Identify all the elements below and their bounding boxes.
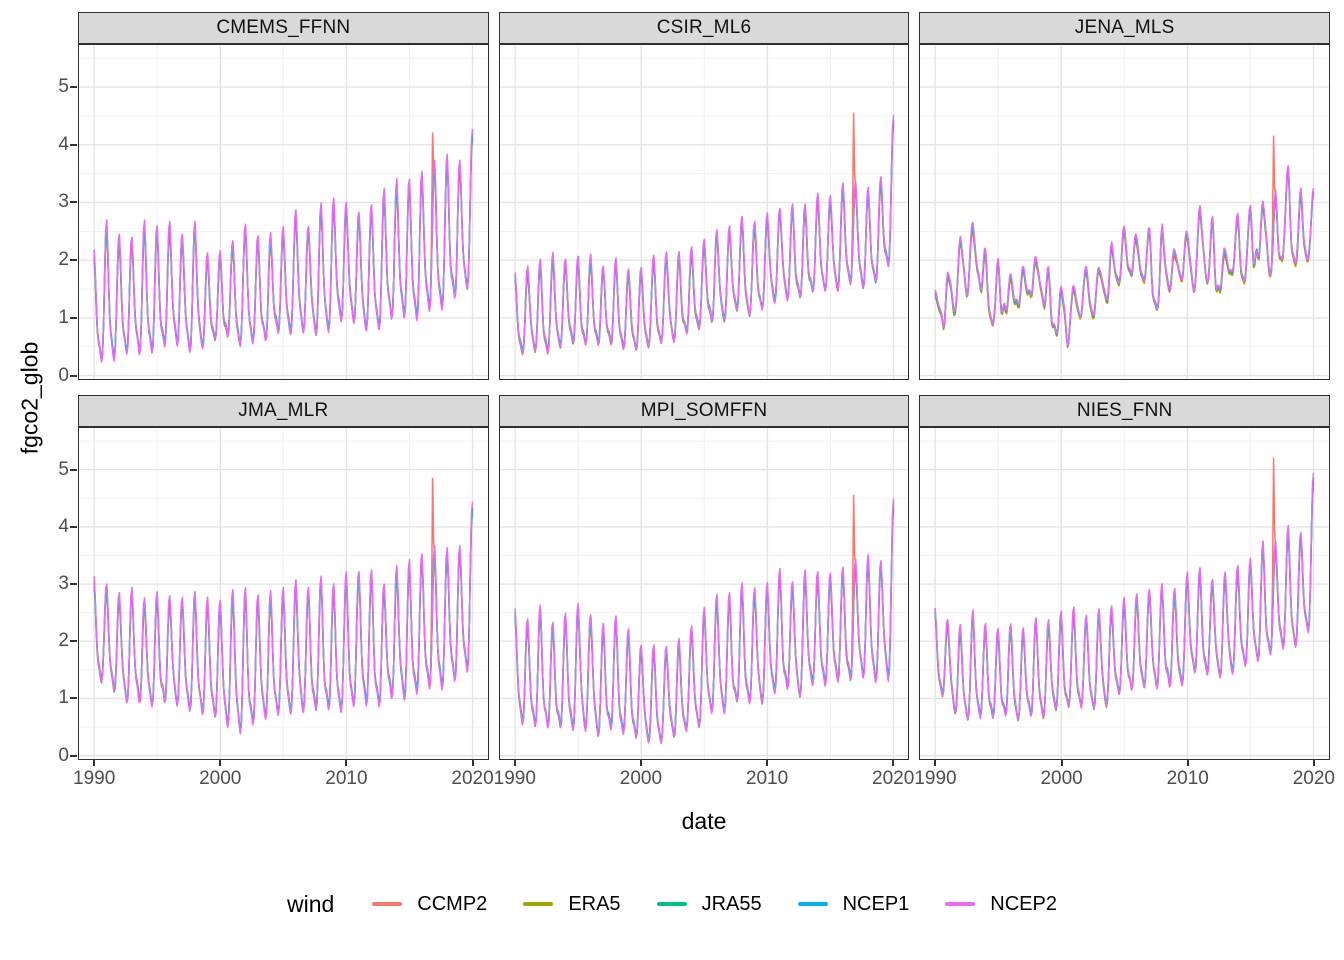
y-axis-title: fgco2_glob — [16, 341, 43, 455]
legend-key-line-ccmp2 — [372, 902, 403, 906]
x-axis-tick-mark — [1186, 759, 1189, 766]
y-axis-tick-label: 0 — [58, 744, 69, 766]
y-axis-tick-label: 3 — [58, 573, 69, 595]
legend-key-line-ncep1 — [797, 902, 828, 906]
series-line-ncep2 — [93, 128, 474, 363]
x-axis-tick-label: 1990 — [914, 768, 957, 789]
panel-csir-ml6: CSIR_ML6 — [498, 12, 910, 380]
y-axis-tick-label: 5 — [58, 458, 69, 480]
series-line-ncep2 — [934, 472, 1315, 721]
legend-item-ncep1: NCEP1 — [797, 892, 910, 916]
x-axis-tick-mark — [934, 759, 937, 766]
y-axis-tick-label: 4 — [58, 133, 69, 155]
x-axis-tick-label: 2020 — [451, 768, 494, 789]
panel-mpi-somffn: MPI_SOMFFN 1990 2000 2010 2020 — [494, 395, 914, 789]
legend: wind CCMP2 ERA5 JRA55 NCEP1 NCEP2 — [0, 886, 1344, 922]
y-axis-tick-mark — [70, 86, 77, 89]
y-axis-tick-mark — [70, 201, 77, 204]
legend-item-era5: ERA5 — [523, 892, 621, 916]
facet-grid: CMEMS_FFNN 0 1 2 3 4 5 CSIR_ML6 JENA_MLS JMA_… — [58, 12, 1335, 789]
x-axis-tick-label: 2000 — [1040, 768, 1083, 789]
y-axis-tick-mark — [70, 374, 77, 377]
x-axis-tick-mark — [219, 759, 222, 766]
y-axis-tick-mark — [70, 259, 77, 262]
y-axis-tick-mark — [70, 697, 77, 700]
facet-strip-csir-ml6: CSIR_ML6 — [498, 12, 910, 44]
plot-area-cmems-ffnn: 0 1 2 3 4 5 — [58, 44, 489, 385]
panel-jma-mlr: JMA_MLR 0 1 2 3 4 5 1990 2000 2010 2020 — [58, 395, 494, 789]
x-axis-tick-label: 1990 — [493, 768, 536, 789]
plot-area-mpi-somffn: 1990 2000 2010 2020 — [494, 427, 914, 789]
x-axis-tick-label: 2010 — [325, 768, 368, 789]
x-axis-tick-mark — [93, 759, 96, 766]
panel-canvas-cmems_ffnn — [79, 45, 488, 379]
panel-cmems-ffnn: CMEMS_FFNN 0 1 2 3 4 5 — [58, 12, 489, 385]
plot-area-csir-ml6 — [498, 44, 910, 380]
x-axis-tick-mark — [345, 759, 348, 766]
series-line-ncep2 — [934, 164, 1315, 347]
legend-key-line-jra55 — [656, 902, 687, 906]
legend-label-ccmp2: CCMP2 — [417, 892, 488, 915]
legend-key-line-ncep2 — [945, 902, 976, 906]
plot-area-jena-mls — [919, 44, 1330, 380]
x-axis-tick-mark — [892, 759, 895, 766]
x-axis-title: date — [681, 808, 727, 834]
panel-canvas-jma_mlr — [79, 428, 488, 759]
series-line-ncep2 — [514, 498, 894, 744]
panel-canvas-csir_ml6 — [499, 45, 909, 379]
y-axis-tick-label: 0 — [58, 364, 69, 386]
plot-area-jma-mlr: 0 1 2 3 4 5 1990 2000 2010 2020 — [58, 427, 494, 789]
x-axis-tick-mark — [766, 759, 769, 766]
y-axis-tick-label: 1 — [58, 687, 69, 709]
x-axis-tick-label: 2000 — [199, 768, 242, 789]
legend-key-line-era5 — [523, 902, 554, 906]
y-axis-tick-label: 1 — [58, 306, 69, 328]
x-axis-tick-label: 2010 — [745, 768, 789, 789]
plot-area-nies-fnn: 1990 2000 2010 2020 — [914, 427, 1335, 789]
y-axis-tick-mark — [70, 468, 77, 471]
facet-strip-cmems-ffnn: CMEMS_FFNN — [78, 12, 489, 44]
x-axis-tick-label: 1990 — [73, 768, 116, 789]
legend-item-jra55: JRA55 — [656, 892, 762, 916]
x-axis-tick-mark — [513, 759, 516, 766]
x-axis-tick-label: 2000 — [619, 768, 663, 789]
y-axis-tick-label: 2 — [58, 630, 69, 652]
y-axis-tick-label: 4 — [58, 515, 69, 537]
panel-nies-fnn: NIES_FNN 1990 2000 2010 2020 — [914, 395, 1335, 789]
panel-canvas-nies_fnn — [920, 428, 1329, 759]
legend-item-ncep2: NCEP2 — [945, 893, 1057, 916]
y-axis-tick-mark — [70, 143, 77, 146]
panel-canvas-mpi_somffn — [499, 428, 909, 759]
x-axis-tick-label: 2010 — [1166, 768, 1209, 789]
y-axis-tick-mark — [70, 583, 77, 586]
legend-label-era5: ERA5 — [568, 892, 621, 915]
legend-label-ncep1: NCEP1 — [842, 892, 910, 915]
x-axis-tick-mark — [471, 759, 474, 766]
panel-jena-mls: JENA_MLS — [919, 12, 1330, 380]
y-axis-tick-mark — [70, 316, 77, 319]
x-axis-tick-mark — [1060, 759, 1063, 766]
legend-title: wind — [286, 890, 335, 917]
x-axis-tick-mark — [1312, 759, 1315, 766]
y-axis-tick-mark — [70, 754, 77, 757]
facet-strip-jena-mls: JENA_MLS — [919, 12, 1330, 44]
panel-canvas-jena_mls — [920, 45, 1329, 379]
facet-strip-mpi-somffn: MPI_SOMFFN — [498, 395, 910, 427]
y-axis-tick-label: 5 — [58, 76, 69, 98]
series-line-ncep2 — [514, 114, 894, 355]
y-axis-tick-mark — [70, 640, 77, 643]
facet-strip-nies-fnn: NIES_FNN — [919, 395, 1330, 427]
x-axis-tick-label: 2020 — [872, 768, 915, 789]
y-axis-tick-label: 3 — [58, 191, 69, 213]
series-line-ncep2 — [93, 501, 474, 735]
legend-item-ccmp2: CCMP2 — [372, 893, 487, 916]
facet-strip-jma-mlr: JMA_MLR — [78, 395, 489, 427]
x-axis-tick-mark — [639, 759, 642, 766]
y-axis-tick-mark — [70, 525, 77, 528]
x-axis-tick-label: 2020 — [1292, 768, 1335, 789]
legend-label-jra55: JRA55 — [701, 892, 762, 915]
y-axis-tick-label: 2 — [58, 249, 69, 271]
legend-label-ncep2: NCEP2 — [990, 892, 1057, 915]
